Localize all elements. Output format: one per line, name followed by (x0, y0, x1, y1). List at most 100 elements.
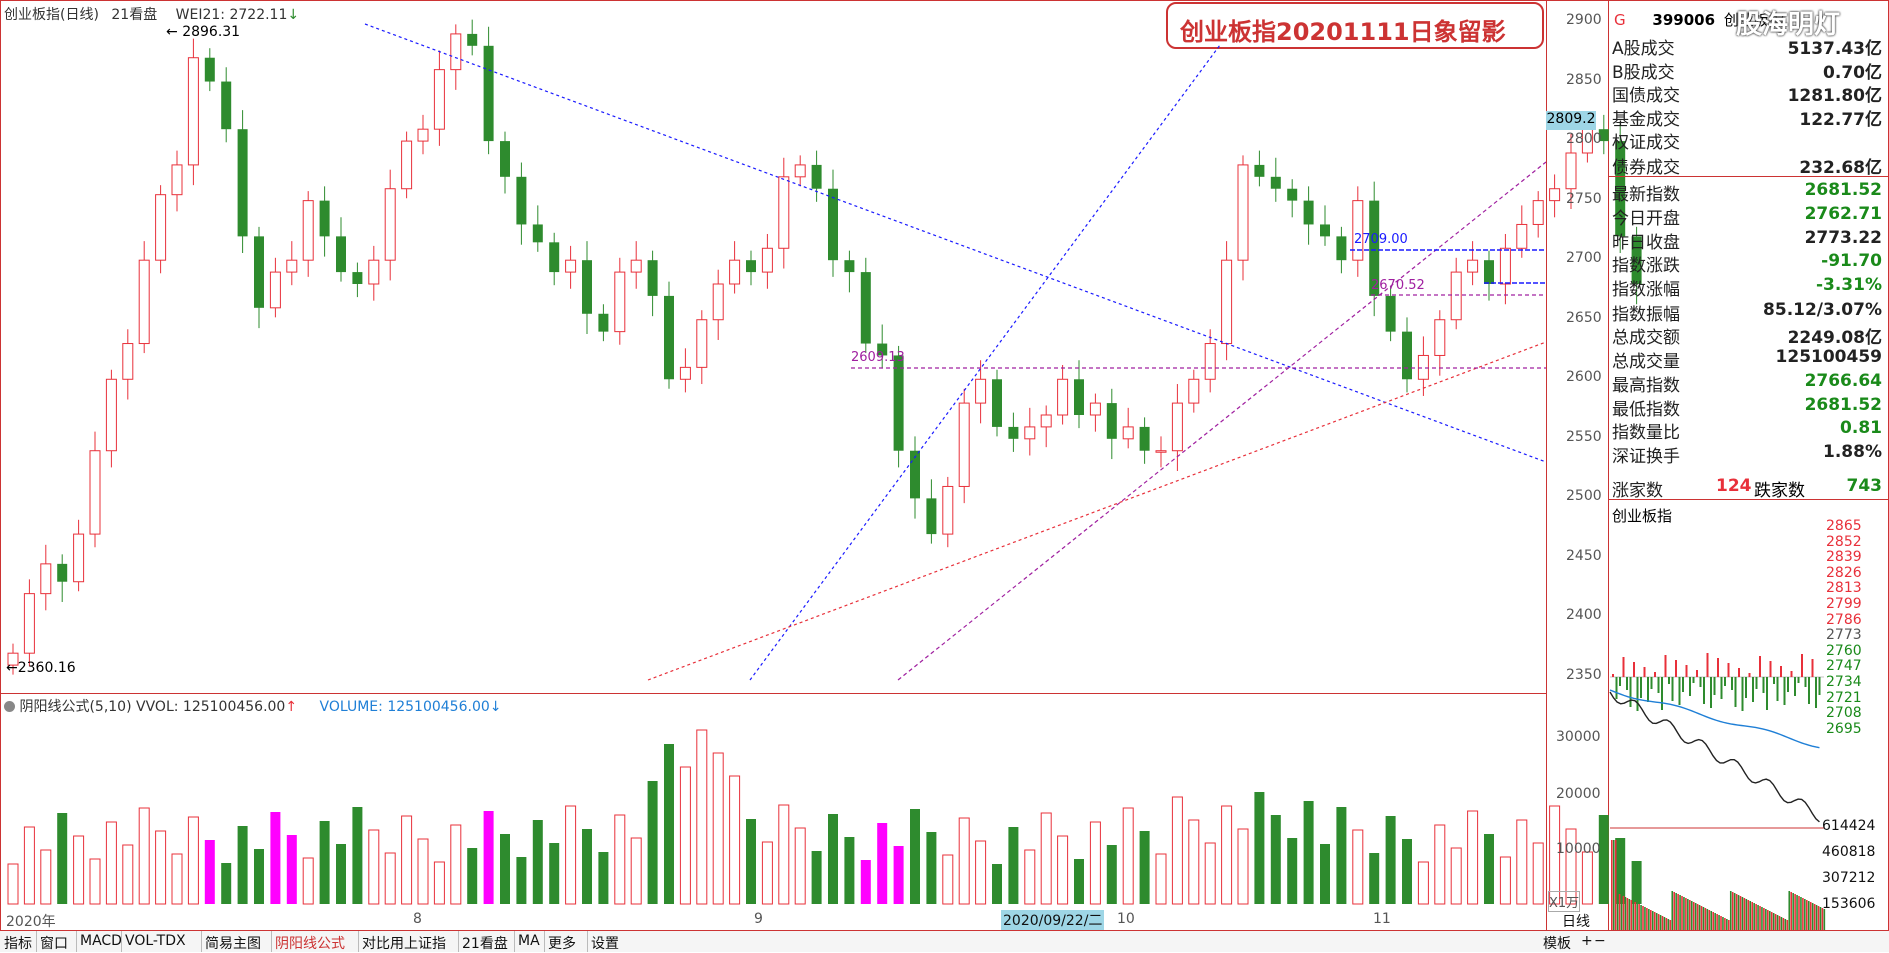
mini-vol-bar (1690, 901, 1693, 930)
mini-vol-bar (1712, 912, 1714, 930)
mini-vol-bar (1640, 905, 1642, 930)
candle-body (893, 355, 904, 451)
panel-row-label: 指数涨跌 (1612, 256, 1680, 276)
volume-bar (877, 823, 888, 904)
candle-body (1008, 426, 1019, 439)
candle-body (828, 188, 838, 261)
volume-bar (811, 851, 822, 904)
mini-bar (1741, 677, 1744, 711)
mini-vol-bar (1708, 910, 1711, 930)
volume-bar (270, 812, 281, 904)
tab-6[interactable]: 对比用上证指 (362, 936, 446, 952)
candle-body (844, 260, 855, 273)
candle-body (1484, 260, 1494, 284)
mini-vol-bar (1661, 916, 1664, 930)
candle-body (1402, 331, 1412, 380)
tab-10[interactable]: 设置 (591, 936, 619, 952)
volume-bar (1074, 859, 1084, 904)
candle-body (1237, 164, 1249, 261)
indicator-settings-icon[interactable] (4, 701, 15, 712)
volume-bar (532, 820, 543, 904)
candle-body (319, 200, 330, 237)
mini-vol-bar (1759, 906, 1761, 930)
volume-bar (1221, 805, 1233, 905)
tab-8[interactable]: MA (518, 933, 540, 949)
mini-bar (1801, 654, 1803, 677)
candle-body (811, 164, 822, 189)
tab-9[interactable]: 更多 (548, 936, 576, 952)
volume-bar (1434, 824, 1446, 905)
candle-body (1188, 378, 1200, 404)
candle-body (1369, 200, 1380, 296)
volume-indicator-name[interactable]: 阴阳线公式(5,10) (19, 699, 132, 715)
panel-row-label: 今日开盘 (1612, 209, 1680, 229)
current-price-tag: 2809.2 (1546, 111, 1596, 130)
right-tab-2[interactable]: − (1594, 933, 1606, 949)
x-label-sep: 9 (754, 911, 763, 927)
annotation-box: 创业板指20201111日象留影 (1166, 2, 1544, 49)
level-2709-label: 2709.00 (1354, 232, 1408, 247)
mini-vol-bar (1765, 909, 1767, 930)
mini-vol-bar (1819, 907, 1822, 930)
candle-body (7, 652, 19, 666)
volume-bar (105, 821, 117, 905)
volume-bar (992, 864, 1002, 904)
tab-0[interactable]: 指标 (4, 936, 32, 952)
watermark: 股海明灯 (1736, 10, 1841, 40)
mini-bar (1612, 674, 1614, 677)
volume-bar (1336, 807, 1347, 904)
right-tab-0[interactable]: 模板 (1543, 936, 1571, 952)
volume-bar (1385, 816, 1396, 904)
mini-bar (1671, 677, 1674, 701)
mini-vol-bar (1726, 919, 1728, 930)
mini-vol-bar (1817, 906, 1820, 930)
mini-vol-bar (1821, 908, 1824, 930)
mini-bar (1685, 665, 1688, 677)
candle-body (1336, 236, 1347, 261)
tab-5[interactable]: 阴阳线公式 (275, 936, 345, 952)
panel-row: 指数量比 0.81 (1612, 418, 1882, 443)
mini-axis-label: 2695 (1826, 720, 1862, 737)
mini-vol-bar (1648, 909, 1650, 930)
price-axis-label: 2450 (1566, 547, 1602, 564)
candle-body (352, 272, 363, 284)
chart-title: 创业板指(日线) (4, 7, 99, 23)
candle-body (877, 343, 888, 356)
volume-bar (1270, 815, 1281, 904)
tab-7[interactable]: 21看盘 (462, 936, 508, 952)
candle-body (302, 200, 314, 261)
volume-bar (1598, 815, 1609, 904)
candle-body (254, 236, 264, 308)
mini-vol-bar (1802, 898, 1804, 930)
mini-axis-label: 2734 (1826, 674, 1862, 690)
tab-3[interactable]: VOL-TDX (125, 933, 186, 949)
volume-bar (483, 811, 494, 904)
tab-separator (587, 931, 588, 952)
panel-row: B股成交 0.70亿 (1612, 58, 1882, 83)
mini-vol-bar (1798, 896, 1800, 930)
volume-bar (679, 766, 691, 905)
volume-bar (1204, 842, 1216, 905)
mini-vol-bar (1823, 909, 1826, 930)
mini-vol-bar (1692, 902, 1695, 930)
volume-bar (844, 837, 855, 904)
low-marker: ←2360.16 (6, 660, 76, 676)
mini-vol-bar (1706, 909, 1709, 930)
candle-body (614, 271, 626, 333)
candle-body (942, 485, 954, 535)
right-tab-1[interactable]: + (1581, 933, 1593, 949)
mini-vol-bar (1669, 920, 1672, 930)
volume-bar (500, 834, 510, 904)
tab-1[interactable]: 窗口 (40, 936, 68, 952)
candle-body (417, 128, 429, 142)
view21-label[interactable]: 21看盘 (111, 7, 158, 23)
volume-bar (1122, 807, 1134, 905)
volume-bar (57, 813, 68, 904)
tab-2[interactable]: MACD (80, 933, 122, 949)
mini-bar (1647, 677, 1649, 702)
mini-axis-label: 2813 (1826, 580, 1862, 597)
mini-bar (1724, 677, 1726, 686)
tab-4[interactable]: 简易主图 (205, 936, 261, 952)
period-label[interactable]: 日线 (1562, 914, 1590, 930)
candle-body (794, 164, 806, 178)
